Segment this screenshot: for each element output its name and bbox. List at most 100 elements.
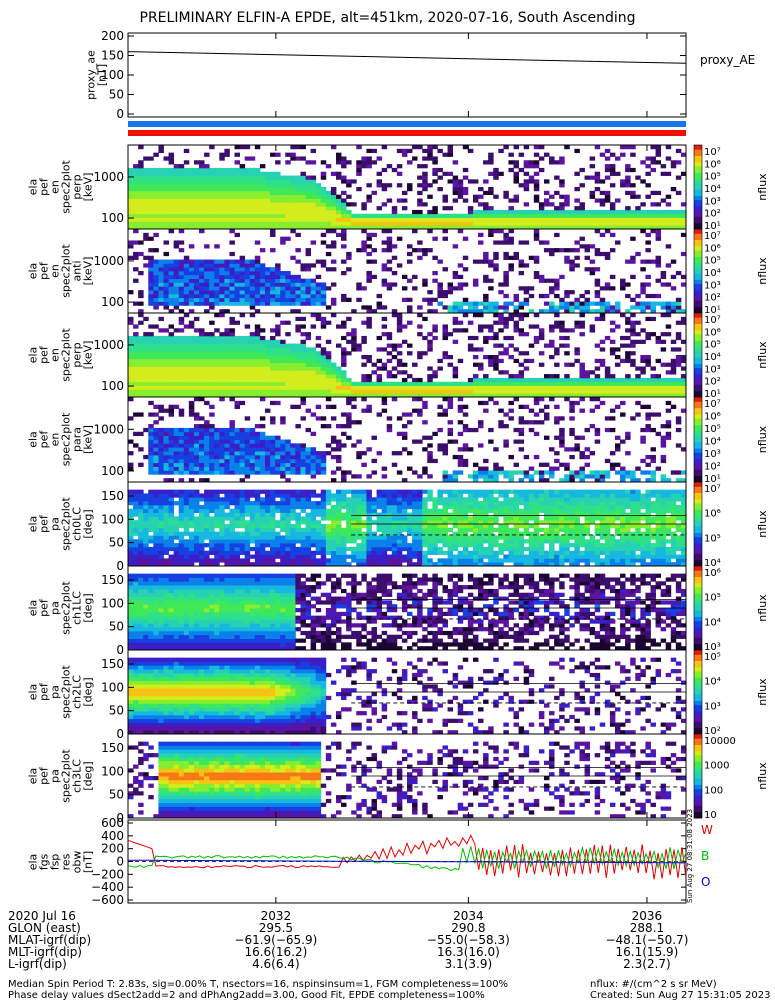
spectrogram-cell [336, 218, 341, 222]
spectrogram-cell [306, 286, 311, 290]
spectrogram-cell [133, 359, 138, 363]
spectrogram-cell [311, 183, 316, 187]
spectrogram-cell [199, 344, 204, 348]
spectrogram-cell [306, 183, 311, 187]
spectrogram-cell [138, 516, 143, 520]
spectrogram-cell [204, 386, 209, 390]
spectrogram-cell [128, 551, 133, 555]
spectrogram-cell [219, 298, 224, 302]
spectrogram-cell [356, 218, 361, 222]
colorbar-1 [694, 229, 702, 314]
spectrogram-cell [164, 409, 169, 413]
spectrogram-cell [128, 374, 133, 378]
spectrogram-cell [478, 202, 483, 206]
spectrogram-cell [138, 344, 143, 348]
spectrogram-cell [377, 374, 382, 378]
spectrogram-cell [361, 218, 366, 222]
spectrogram-cell [661, 214, 666, 218]
spectrogram-cell [199, 172, 204, 176]
spectrogram-cell [189, 344, 194, 348]
spectrogram-cell [199, 279, 204, 283]
spectrogram-cell [179, 195, 184, 199]
spectrogram-cell [219, 156, 224, 160]
spectrogram-cell [143, 547, 148, 551]
spectrogram-cell [488, 260, 493, 264]
spectrogram-cell [316, 374, 321, 378]
spectrogram-cell [209, 282, 214, 286]
spectrogram-cell [483, 218, 488, 222]
spectrogram-cell [326, 443, 331, 447]
spectrogram-cell [625, 378, 630, 382]
spectrogram-cell [311, 206, 316, 210]
spectrogram-cell [427, 382, 432, 386]
spectrogram-cell [285, 363, 290, 367]
spectrogram-cell [549, 210, 554, 214]
spectrogram-cell [392, 168, 397, 172]
spectrogram-cell [569, 260, 574, 264]
spectrogram-cell [666, 305, 671, 309]
spectrogram-cell [229, 351, 234, 355]
spectrogram-cell [128, 467, 133, 471]
spectrogram-cell [184, 359, 189, 363]
spectrogram-cell [158, 370, 163, 374]
spectrogram-cell [169, 447, 174, 451]
spectrogram-cell [630, 191, 635, 195]
spectrogram-cell [153, 405, 158, 409]
spectrogram-cell [229, 328, 234, 332]
spectrogram-cell [569, 382, 574, 386]
spectrogram-cell [427, 229, 432, 233]
spectrogram-cell [250, 378, 255, 382]
spectrogram-cell [671, 187, 676, 191]
spectrogram-cell [164, 524, 169, 528]
spectrogram-cell [138, 172, 143, 176]
spectrogram-cell [164, 336, 169, 340]
spectrogram-cell [285, 294, 290, 298]
spectrogram-cell [635, 195, 640, 199]
spectrogram-cell [559, 195, 564, 199]
spectrogram-cell [574, 172, 579, 176]
spectrogram-cell [564, 382, 569, 386]
spectrogram-cell [133, 374, 138, 378]
spectrogram-cell [585, 248, 590, 252]
spectrogram-cell [250, 195, 255, 199]
spectrogram-cell [326, 252, 331, 256]
spectrogram-cell [656, 294, 661, 298]
spectrogram-cell [250, 206, 255, 210]
spectrogram-cell [331, 260, 336, 264]
spectrogram-cell [503, 378, 508, 382]
spectrogram-cell [534, 153, 539, 157]
spectrogram-cell [295, 195, 300, 199]
spectrogram-cell [270, 436, 275, 440]
spectrogram-cell [443, 332, 448, 336]
spectrogram-cell [366, 221, 371, 225]
spectrogram-cell [224, 302, 229, 306]
spectrogram-cell [346, 195, 351, 199]
spectrogram-cell [645, 317, 650, 321]
spectrogram-cell [554, 382, 559, 386]
spectrogram-cell [579, 451, 584, 455]
spectrogram-cell [498, 370, 503, 374]
spectrogram-cell [666, 332, 671, 336]
spectrogram-cell [209, 344, 214, 348]
spectrogram-cell [148, 366, 153, 370]
spectrogram-cell [346, 221, 351, 225]
spectrogram-cell [519, 153, 524, 157]
spectrogram-cell [158, 302, 163, 306]
spectrogram-cell [179, 279, 184, 283]
spectrogram-cell [199, 336, 204, 340]
spectrogram-cell [265, 386, 270, 390]
spectrogram-cell [300, 467, 305, 471]
spectrogram-cell [341, 432, 346, 436]
spectrogram-cell [534, 313, 539, 317]
spectrogram-cell [148, 516, 153, 520]
spectrogram-cell [285, 179, 290, 183]
spectrogram-cell [255, 344, 260, 348]
spectrogram-cell [316, 275, 321, 279]
spectrogram-cell [300, 183, 305, 187]
spectrogram-cell [605, 416, 610, 420]
spectrogram-cell [579, 436, 584, 440]
spectrogram-cell [478, 420, 483, 424]
spectrogram-cell [290, 179, 295, 183]
spectrogram-cell [437, 290, 442, 294]
spectrogram-cell [463, 412, 468, 416]
